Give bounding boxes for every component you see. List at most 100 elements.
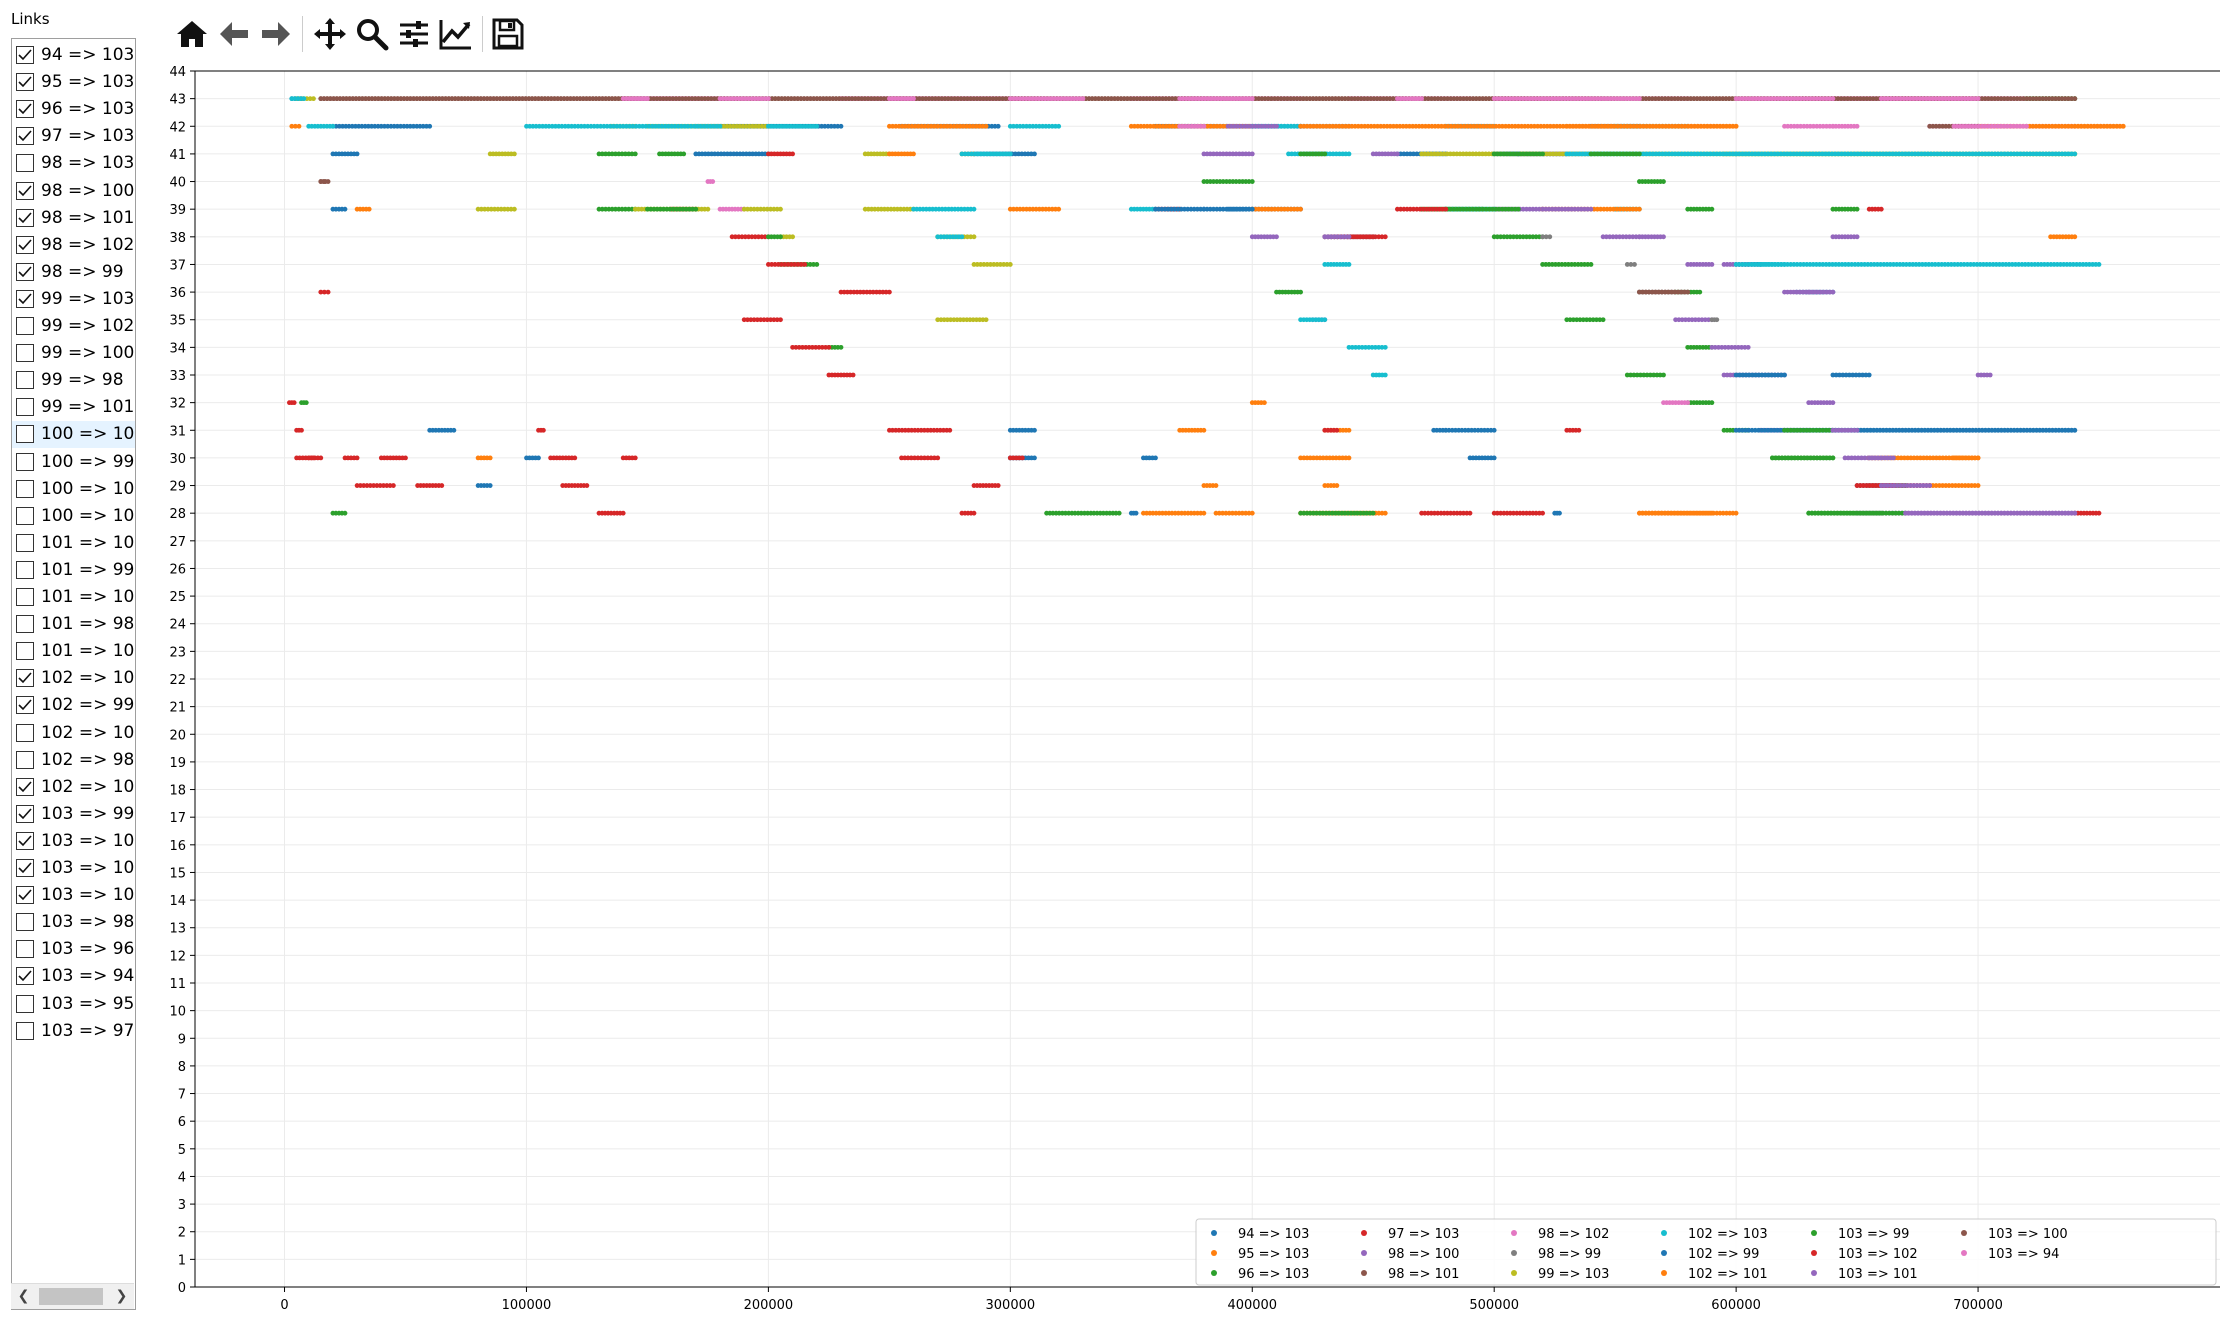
link-item[interactable]: 103 => 94: [12, 963, 135, 990]
checkbox-unchecked[interactable]: [16, 1021, 34, 1040]
checkbox-unchecked[interactable]: [16, 344, 34, 363]
link-item[interactable]: 103 => 98: [12, 909, 135, 936]
link-item[interactable]: 103 => 96: [12, 936, 135, 963]
scroll-left-icon[interactable]: ❮: [17, 1288, 30, 1304]
link-item[interactable]: 98 => 101: [12, 205, 135, 232]
x-tick-label: 700000: [1953, 1298, 2003, 1313]
checkbox-checked[interactable]: [16, 208, 34, 227]
link-item[interactable]: 94 => 103: [12, 42, 135, 69]
checkbox-checked[interactable]: [16, 777, 34, 796]
home-icon[interactable]: [172, 14, 212, 54]
forward-arrow-icon[interactable]: [256, 14, 296, 54]
checkbox-checked[interactable]: [16, 669, 34, 688]
checkbox-checked[interactable]: [16, 967, 34, 986]
link-item[interactable]: 98 => 100: [12, 178, 135, 205]
link-item[interactable]: 98 => 99: [12, 259, 135, 286]
data-point: [1459, 427, 1465, 433]
data-point: [498, 206, 504, 212]
links-list[interactable]: 94 => 103 95 => 103 96 => 103 97 => 103 98 =…: [11, 38, 136, 1310]
link-item[interactable]: 102 => 103: [12, 665, 135, 692]
link-item[interactable]: 100 => 102: [12, 476, 135, 503]
checkbox-unchecked[interactable]: [16, 452, 34, 471]
link-item[interactable]: 95 => 103: [12, 69, 135, 96]
save-icon[interactable]: [488, 14, 528, 54]
data-point: [391, 483, 396, 488]
link-item[interactable]: 99 => 102: [12, 313, 135, 340]
checkbox-unchecked[interactable]: [16, 371, 34, 390]
checkbox-unchecked[interactable]: [16, 588, 34, 606]
link-item[interactable]: 99 => 101: [12, 394, 135, 421]
back-arrow-icon[interactable]: [214, 14, 254, 54]
series-94-to-103: [289, 96, 2078, 516]
checkbox-unchecked[interactable]: [16, 940, 34, 959]
link-item[interactable]: 103 => 102: [12, 828, 135, 855]
checkbox-unchecked[interactable]: [16, 506, 34, 525]
link-item[interactable]: 96 => 103: [12, 96, 135, 123]
data-point: [1011, 123, 1016, 129]
zoom-icon[interactable]: [352, 14, 392, 54]
pan-icon[interactable]: [310, 14, 350, 54]
checkbox-checked[interactable]: [16, 73, 34, 92]
data-point: [1847, 372, 1852, 378]
link-item[interactable]: 99 => 103: [12, 286, 135, 313]
checkbox-checked[interactable]: [16, 235, 34, 254]
link-item[interactable]: 100 => 99: [12, 449, 135, 476]
checkbox-unchecked[interactable]: [16, 317, 34, 335]
link-item[interactable]: 101 => 98: [12, 611, 135, 638]
link-item[interactable]: 103 => 101: [12, 855, 135, 882]
data-point: [1520, 234, 1526, 240]
checkbox-checked[interactable]: [16, 181, 34, 200]
horizontal-scrollbar[interactable]: ❮ ❯: [11, 1283, 134, 1309]
link-item[interactable]: 97 => 103: [12, 123, 135, 150]
link-item[interactable]: 98 => 103: [12, 150, 135, 177]
checkbox-checked[interactable]: [16, 886, 34, 905]
checkbox-unchecked[interactable]: [16, 479, 34, 498]
link-item[interactable]: 99 => 98: [12, 367, 135, 394]
link-item[interactable]: 100 => 103: [12, 421, 135, 449]
checkbox-checked[interactable]: [16, 859, 34, 877]
link-item[interactable]: 103 => 95: [12, 991, 135, 1018]
checkbox-checked[interactable]: [16, 100, 34, 119]
link-item[interactable]: 101 => 102: [12, 638, 135, 665]
link-item[interactable]: 102 => 99: [12, 692, 135, 719]
checkbox-unchecked[interactable]: [16, 913, 34, 932]
link-item[interactable]: 102 => 101: [12, 774, 135, 801]
link-item[interactable]: 101 => 99: [12, 557, 135, 584]
link-item[interactable]: 103 => 99: [12, 801, 135, 828]
link-item[interactable]: 98 => 102: [12, 232, 135, 259]
checkbox-unchecked[interactable]: [16, 750, 34, 769]
checkbox-unchecked[interactable]: [16, 154, 34, 173]
scatter-chart[interactable]: 0123456789101112131415161718192021222324…: [140, 60, 2230, 1324]
checkbox-unchecked[interactable]: [16, 533, 34, 552]
checkbox-checked[interactable]: [16, 262, 34, 281]
checkbox-checked[interactable]: [16, 289, 34, 308]
checkbox-unchecked[interactable]: [16, 994, 34, 1013]
checkbox-checked[interactable]: [16, 46, 34, 64]
configure-subplots-icon[interactable]: [394, 14, 434, 54]
checkbox-checked[interactable]: [16, 127, 34, 146]
checkbox-unchecked[interactable]: [16, 642, 34, 661]
checkbox-unchecked[interactable]: [16, 398, 34, 417]
checkbox-checked[interactable]: [16, 696, 34, 715]
link-item[interactable]: 100 => 101: [12, 503, 135, 530]
checkbox-unchecked[interactable]: [16, 723, 34, 742]
link-item[interactable]: 102 => 100: [12, 720, 135, 747]
checkbox-checked[interactable]: [16, 831, 34, 850]
link-item[interactable]: 101 => 100: [12, 584, 135, 611]
link-item[interactable]: 103 => 100: [12, 882, 135, 909]
link-item[interactable]: 99 => 100: [12, 340, 135, 367]
checkbox-unchecked[interactable]: [16, 615, 34, 634]
edit-axis-icon[interactable]: [436, 14, 476, 54]
link-item[interactable]: 102 => 98: [12, 747, 135, 774]
data-point: [1735, 344, 1741, 350]
link-item[interactable]: 101 => 103: [12, 530, 135, 557]
data-point: [632, 455, 638, 461]
checkbox-checked[interactable]: [16, 804, 34, 823]
scroll-right-icon[interactable]: ❯: [115, 1288, 128, 1304]
link-item[interactable]: 103 => 97: [12, 1018, 135, 1045]
scroll-thumb[interactable]: [39, 1288, 103, 1305]
data-point: [1588, 206, 1594, 212]
checkbox-unchecked[interactable]: [16, 560, 34, 579]
checkbox-unchecked[interactable]: [16, 425, 34, 444]
data-point: [1311, 455, 1316, 461]
